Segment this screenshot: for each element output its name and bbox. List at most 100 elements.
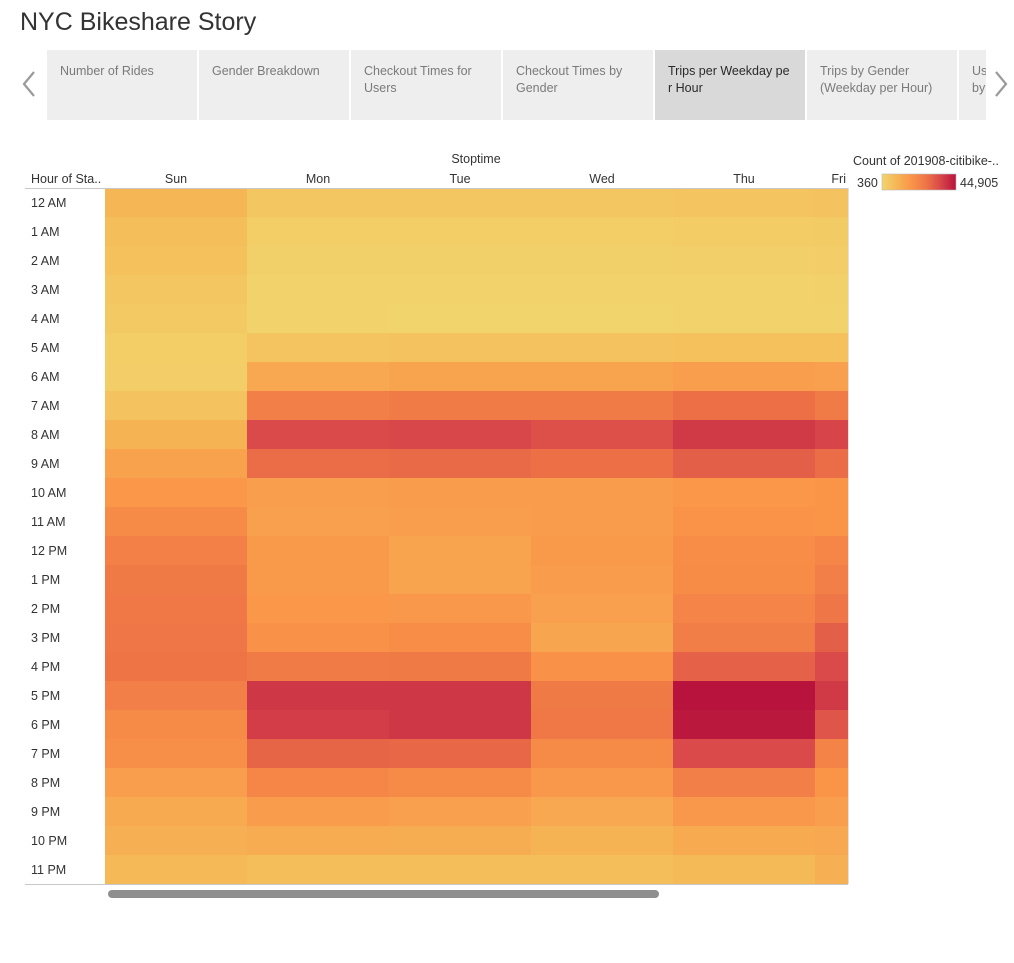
heatmap-cell[interactable]: [389, 565, 532, 595]
heatmap-cell[interactable]: [531, 565, 674, 595]
heatmap-cell[interactable]: [105, 507, 248, 537]
heatmap-cell[interactable]: [531, 304, 674, 334]
heatmap-cell[interactable]: [247, 391, 390, 421]
heatmap-cell[interactable]: [389, 449, 532, 479]
heatmap-cell[interactable]: [389, 246, 532, 276]
heatmap-cell[interactable]: [247, 275, 390, 305]
heatmap-cell[interactable]: [105, 768, 248, 798]
heatmap-cell[interactable]: [815, 449, 958, 479]
heatmap-cell[interactable]: [815, 623, 958, 653]
heatmap-cell[interactable]: [531, 217, 674, 247]
heatmap-cell[interactable]: [389, 768, 532, 798]
heatmap-cell[interactable]: [389, 652, 532, 682]
heatmap-cell[interactable]: [105, 826, 248, 856]
heatmap-cell[interactable]: [247, 681, 390, 711]
heatmap-cell[interactable]: [531, 246, 674, 276]
heatmap-cell[interactable]: [247, 246, 390, 276]
heatmap-cell[interactable]: [105, 449, 248, 479]
heatmap-cell[interactable]: [815, 826, 958, 856]
heatmap-cell[interactable]: [673, 623, 816, 653]
heatmap-cell[interactable]: [389, 217, 532, 247]
heatmap-cell[interactable]: [389, 391, 532, 421]
heatmap-cell[interactable]: [105, 362, 248, 392]
heatmap-cell[interactable]: [105, 478, 248, 508]
heatmap-cell[interactable]: [815, 391, 958, 421]
heatmap-cell[interactable]: [105, 681, 248, 711]
heatmap-cell[interactable]: [389, 623, 532, 653]
heatmap-cell[interactable]: [673, 304, 816, 334]
heatmap-cell[interactable]: [247, 420, 390, 450]
story-next-button[interactable]: [988, 66, 1014, 102]
heatmap-cell[interactable]: [815, 768, 958, 798]
heatmap-cell[interactable]: [247, 333, 390, 363]
heatmap-cell[interactable]: [105, 797, 248, 827]
heatmap-cell[interactable]: [673, 188, 816, 218]
heatmap-cell[interactable]: [531, 826, 674, 856]
heatmap-cell[interactable]: [247, 710, 390, 740]
heatmap-cell[interactable]: [673, 652, 816, 682]
heatmap-cell[interactable]: [531, 739, 674, 769]
heatmap-cell[interactable]: [105, 652, 248, 682]
heatmap-cell[interactable]: [247, 739, 390, 769]
heatmap-cell[interactable]: [673, 362, 816, 392]
heatmap-cell[interactable]: [531, 507, 674, 537]
heatmap-cell[interactable]: [815, 188, 958, 218]
heatmap-cell[interactable]: [247, 797, 390, 827]
heatmap-cell[interactable]: [673, 420, 816, 450]
heatmap-cell[interactable]: [673, 768, 816, 798]
heatmap-cell[interactable]: [531, 449, 674, 479]
horizontal-scrollbar-thumb[interactable]: [108, 890, 659, 898]
heatmap-cell[interactable]: [247, 652, 390, 682]
heatmap-cell[interactable]: [105, 536, 248, 566]
heatmap-cell[interactable]: [673, 217, 816, 247]
heatmap-cell[interactable]: [389, 478, 532, 508]
heatmap-cell[interactable]: [389, 797, 532, 827]
heatmap-cell[interactable]: [247, 768, 390, 798]
heatmap-cell[interactable]: [389, 594, 532, 624]
heatmap-cell[interactable]: [531, 855, 674, 885]
heatmap-cell[interactable]: [105, 565, 248, 595]
heatmap-cell[interactable]: [673, 739, 816, 769]
heatmap-cell[interactable]: [389, 826, 532, 856]
heatmap-cell[interactable]: [105, 246, 248, 276]
heatmap-cell[interactable]: [673, 391, 816, 421]
heatmap-cell[interactable]: [105, 739, 248, 769]
heatmap-cell[interactable]: [105, 304, 248, 334]
heatmap-cell[interactable]: [531, 420, 674, 450]
heatmap-cell[interactable]: [105, 275, 248, 305]
heatmap-cell[interactable]: [673, 507, 816, 537]
story-tab-3[interactable]: Checkout Times for Users: [351, 50, 501, 120]
heatmap-cell[interactable]: [531, 478, 674, 508]
heatmap-cell[interactable]: [531, 710, 674, 740]
heatmap-cell[interactable]: [673, 565, 816, 595]
heatmap-cell[interactable]: [673, 855, 816, 885]
heatmap-cell[interactable]: [389, 362, 532, 392]
heatmap-cell[interactable]: [531, 188, 674, 218]
heatmap-cell[interactable]: [531, 391, 674, 421]
heatmap-cell[interactable]: [673, 826, 816, 856]
heatmap-cell[interactable]: [105, 391, 248, 421]
heatmap-cell[interactable]: [673, 333, 816, 363]
heatmap-cell[interactable]: [815, 304, 958, 334]
heatmap-cell[interactable]: [247, 855, 390, 885]
heatmap-cell[interactable]: [531, 652, 674, 682]
heatmap-cell[interactable]: [105, 710, 248, 740]
heatmap-cell[interactable]: [815, 797, 958, 827]
heatmap-cell[interactable]: [247, 362, 390, 392]
heatmap-cell[interactable]: [815, 217, 958, 247]
heatmap-cell[interactable]: [815, 594, 958, 624]
heatmap-cell[interactable]: [247, 565, 390, 595]
heatmap-cell[interactable]: [247, 623, 390, 653]
heatmap-cell[interactable]: [389, 188, 532, 218]
heatmap-cell[interactable]: [105, 217, 248, 247]
heatmap-cell[interactable]: [815, 275, 958, 305]
heatmap-cell[interactable]: [531, 797, 674, 827]
heatmap-cell[interactable]: [815, 710, 958, 740]
heatmap-cell[interactable]: [247, 536, 390, 566]
heatmap-cell[interactable]: [673, 681, 816, 711]
heatmap-cell[interactable]: [815, 536, 958, 566]
heatmap-cell[interactable]: [247, 507, 390, 537]
heatmap-cell[interactable]: [815, 362, 958, 392]
story-tab-4[interactable]: Checkout Times by Gender: [503, 50, 653, 120]
heatmap-cell[interactable]: [247, 304, 390, 334]
